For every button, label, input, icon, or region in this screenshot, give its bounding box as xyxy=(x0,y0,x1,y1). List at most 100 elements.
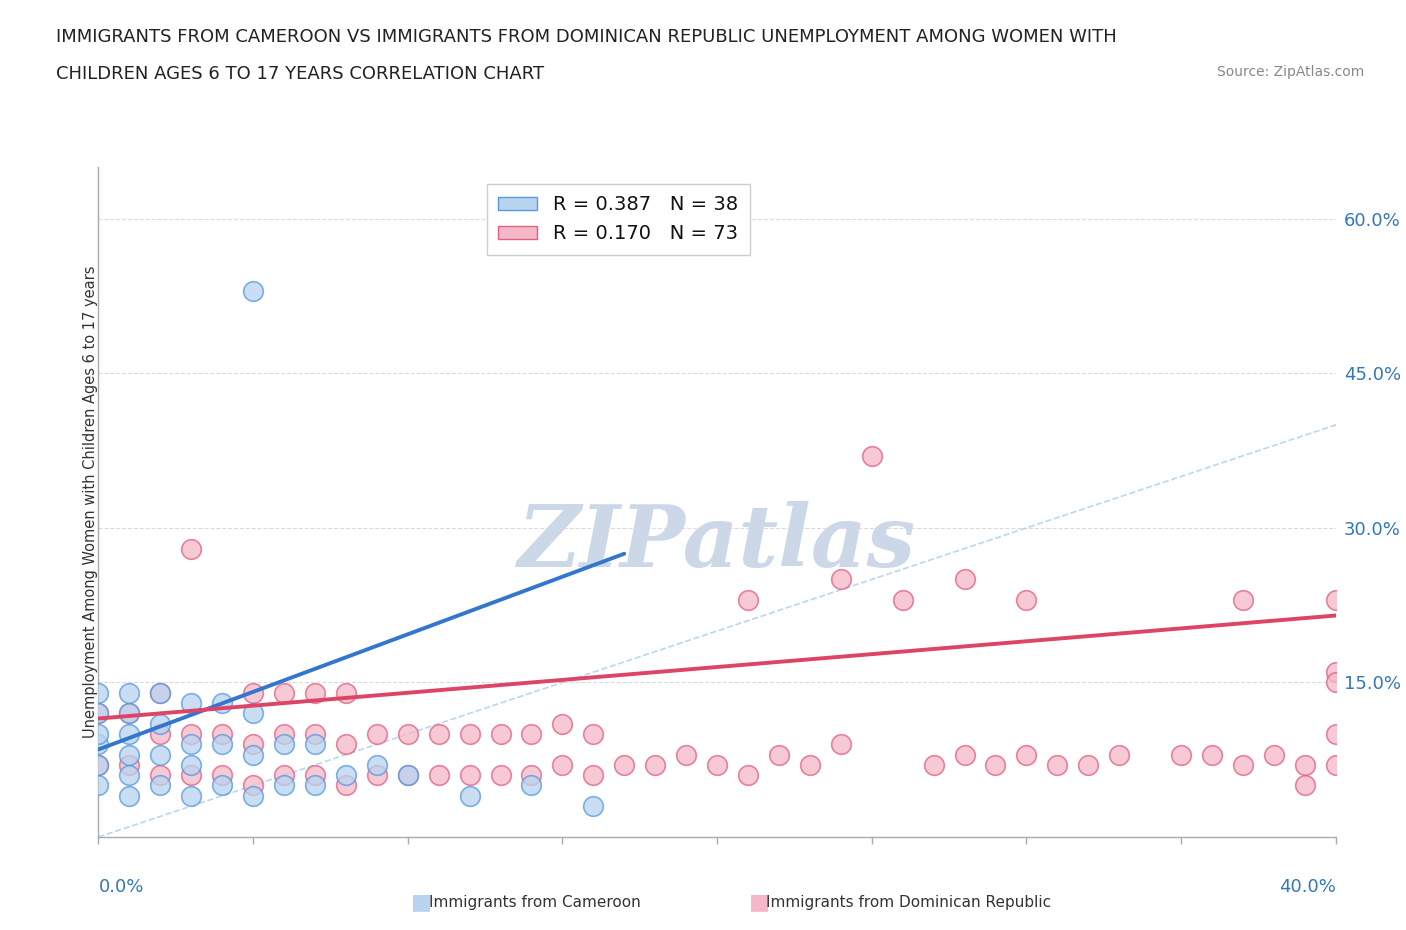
Point xyxy=(366,768,388,783)
Point xyxy=(149,716,172,731)
Point xyxy=(1324,675,1347,690)
Point xyxy=(891,592,914,607)
Point xyxy=(180,789,202,804)
Point xyxy=(366,757,388,772)
Point xyxy=(273,685,295,700)
Point xyxy=(1324,665,1347,680)
Point xyxy=(211,726,233,741)
Point xyxy=(118,726,141,741)
Point xyxy=(118,768,141,783)
Point xyxy=(304,778,326,793)
Point xyxy=(1108,747,1130,762)
Text: IMMIGRANTS FROM CAMEROON VS IMMIGRANTS FROM DOMINICAN REPUBLIC UNEMPLOYMENT AMON: IMMIGRANTS FROM CAMEROON VS IMMIGRANTS F… xyxy=(56,28,1116,46)
Point xyxy=(149,768,172,783)
Point xyxy=(118,706,141,721)
Point xyxy=(180,541,202,556)
Point xyxy=(87,685,110,700)
Point xyxy=(211,768,233,783)
Point xyxy=(458,726,481,741)
Text: Immigrants from Cameroon: Immigrants from Cameroon xyxy=(429,895,641,910)
Point xyxy=(1232,592,1254,607)
Point xyxy=(1263,747,1285,762)
Point xyxy=(737,592,759,607)
Point xyxy=(953,747,976,762)
Point xyxy=(242,706,264,721)
Point xyxy=(1294,757,1316,772)
Point xyxy=(799,757,821,772)
Point xyxy=(830,737,852,751)
Point xyxy=(180,768,202,783)
Point xyxy=(149,685,172,700)
Point xyxy=(830,572,852,587)
Point xyxy=(396,726,419,741)
Point xyxy=(427,726,450,741)
Point xyxy=(335,768,357,783)
Point xyxy=(489,726,512,741)
Point xyxy=(180,757,202,772)
Point xyxy=(1077,757,1099,772)
Point xyxy=(984,757,1007,772)
Point xyxy=(1294,778,1316,793)
Point xyxy=(211,696,233,711)
Y-axis label: Unemployment Among Women with Children Ages 6 to 17 years: Unemployment Among Women with Children A… xyxy=(83,266,97,738)
Point xyxy=(520,778,543,793)
Point xyxy=(1170,747,1192,762)
Point xyxy=(242,778,264,793)
Point xyxy=(180,737,202,751)
Point xyxy=(273,768,295,783)
Legend: R = 0.387   N = 38, R = 0.170   N = 73: R = 0.387 N = 38, R = 0.170 N = 73 xyxy=(486,184,749,255)
Point xyxy=(613,757,636,772)
Point xyxy=(180,726,202,741)
Point xyxy=(1324,592,1347,607)
Point xyxy=(149,747,172,762)
Point xyxy=(520,768,543,783)
Point xyxy=(273,726,295,741)
Point xyxy=(953,572,976,587)
Point xyxy=(1324,726,1347,741)
Point xyxy=(242,737,264,751)
Point xyxy=(675,747,697,762)
Point xyxy=(118,685,141,700)
Text: CHILDREN AGES 6 TO 17 YEARS CORRELATION CHART: CHILDREN AGES 6 TO 17 YEARS CORRELATION … xyxy=(56,65,544,83)
Point xyxy=(1201,747,1223,762)
Point xyxy=(1015,592,1038,607)
Point xyxy=(118,757,141,772)
Point xyxy=(1046,757,1069,772)
Point xyxy=(87,737,110,751)
Point xyxy=(396,768,419,783)
Point xyxy=(118,747,141,762)
Point xyxy=(304,737,326,751)
Point xyxy=(149,726,172,741)
Point xyxy=(1015,747,1038,762)
Point xyxy=(922,757,945,772)
Point xyxy=(87,726,110,741)
Point xyxy=(582,726,605,741)
Point xyxy=(118,789,141,804)
Point xyxy=(335,737,357,751)
Point xyxy=(458,789,481,804)
Point xyxy=(335,685,357,700)
Point xyxy=(644,757,666,772)
Point xyxy=(211,737,233,751)
Point xyxy=(242,685,264,700)
Point xyxy=(118,706,141,721)
Point xyxy=(551,716,574,731)
Point xyxy=(768,747,790,762)
Point xyxy=(242,284,264,299)
Point xyxy=(87,706,110,721)
Point xyxy=(273,737,295,751)
Text: 40.0%: 40.0% xyxy=(1279,878,1336,897)
Text: ■: ■ xyxy=(412,892,432,912)
Point xyxy=(706,757,728,772)
Point xyxy=(87,757,110,772)
Point xyxy=(551,757,574,772)
Point xyxy=(396,768,419,783)
Point xyxy=(335,778,357,793)
Point xyxy=(458,768,481,783)
Point xyxy=(242,789,264,804)
Point xyxy=(304,685,326,700)
Point xyxy=(87,757,110,772)
Point xyxy=(149,778,172,793)
Point xyxy=(180,696,202,711)
Text: 0.0%: 0.0% xyxy=(98,878,143,897)
